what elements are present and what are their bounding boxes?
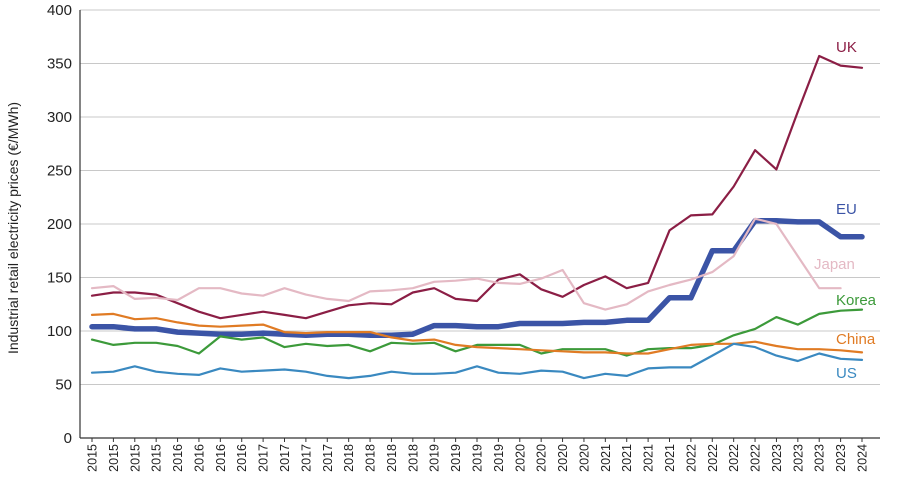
series-label-japan: Japan — [814, 256, 855, 273]
series-line-us — [90, 342, 864, 380]
x-tick-label: 2023 — [791, 444, 805, 472]
x-tick-label: 2023 — [834, 444, 848, 472]
x-tick-label: 2022 — [727, 444, 741, 472]
x-tick-label: 2020 — [535, 444, 549, 472]
x-tick-label: 2020 — [556, 444, 570, 472]
x-tick-label: 2016 — [171, 444, 185, 472]
x-tick-label: 2018 — [406, 444, 420, 472]
x-tick-label: 2015 — [107, 444, 121, 472]
x-tick-label: 2017 — [257, 444, 271, 472]
x-tick-label: 2016 — [192, 444, 206, 472]
x-axis-ticks: 2015 2015 2015 2015 2016 2016 2016 2016 2017 2017… — [86, 438, 870, 472]
x-tick-label: 2017 — [299, 444, 313, 472]
series-label-china: China — [836, 331, 876, 348]
series-label-uk: UK — [836, 39, 857, 56]
x-tick-label: 2018 — [342, 444, 356, 472]
x-tick-label: 2023 — [770, 444, 784, 472]
x-tick-label: 2018 — [364, 444, 378, 472]
x-tick-label: 2016 — [235, 444, 249, 472]
series-label-eu: EU — [836, 201, 857, 218]
y-axis-label: Industrial retail electricity prices (€/… — [5, 102, 21, 354]
x-tick-label: 2022 — [706, 444, 720, 472]
y-tick-label: 300 — [47, 109, 72, 126]
y-tick-label: 100 — [47, 323, 72, 340]
y-tick-label: 250 — [47, 163, 72, 180]
x-tick-label: 2015 — [150, 444, 164, 472]
x-tick-label: 2021 — [663, 444, 677, 472]
x-tick-label: 2018 — [385, 444, 399, 472]
y-tick-label: 150 — [47, 270, 72, 287]
series-label-us: US — [836, 365, 857, 382]
x-tick-label: 2019 — [449, 444, 463, 472]
y-tick-label: 0 — [64, 430, 72, 447]
series-line-japan — [90, 217, 842, 311]
gridlines — [80, 9, 880, 385]
x-tick-label: 2022 — [749, 444, 763, 472]
series-line-korea — [90, 308, 864, 357]
x-tick-label: 2016 — [214, 444, 228, 472]
x-tick-label: 2019 — [492, 444, 506, 472]
x-tick-label: 2019 — [471, 444, 485, 472]
y-tick-label: 200 — [47, 216, 72, 233]
y-tick-label: 50 — [55, 377, 72, 394]
series-labels: UK EU Japan Korea China US — [814, 39, 877, 382]
x-tick-label: 2019 — [428, 444, 442, 472]
y-tick-label: 350 — [47, 56, 72, 73]
x-tick-label: 2020 — [577, 444, 591, 472]
x-tick-label: 2015 — [86, 444, 100, 472]
x-tick-label: 2015 — [128, 444, 142, 472]
y-tick-label: 400 — [47, 2, 72, 19]
x-tick-label: 2022 — [684, 444, 698, 472]
x-tick-label: 2021 — [620, 444, 634, 472]
series-label-korea: Korea — [836, 292, 877, 309]
x-tick-label: 2017 — [321, 444, 335, 472]
series-line-eu — [89, 218, 865, 339]
x-tick-label: 2017 — [278, 444, 292, 472]
x-tick-label: 2021 — [599, 444, 613, 472]
series-line-uk — [90, 54, 864, 320]
x-tick-label: 2023 — [813, 444, 827, 472]
x-tick-label: 2020 — [513, 444, 527, 472]
x-tick-label: 2021 — [642, 444, 656, 472]
y-axis-ticks: 0 50 100 150 200 250 300 350 400 — [47, 2, 72, 447]
x-tick-label: 2024 — [856, 444, 870, 472]
series-lines — [89, 54, 865, 380]
